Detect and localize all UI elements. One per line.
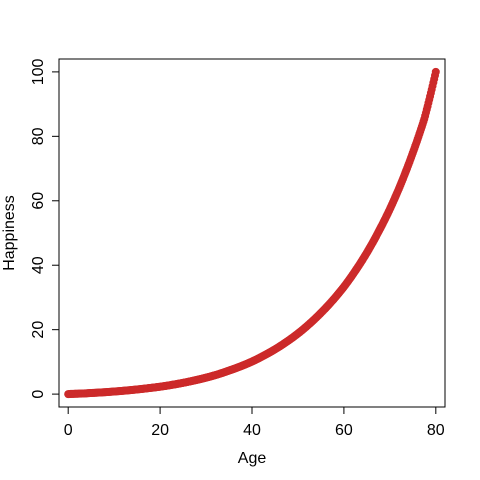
x-tick-label: 20 xyxy=(151,422,169,439)
plot-frame xyxy=(58,58,446,408)
y-tick-label: 0 xyxy=(30,390,47,399)
x-tick-label: 0 xyxy=(64,422,73,439)
data-series xyxy=(64,67,440,399)
y-tick-label: 100 xyxy=(30,58,47,85)
axes xyxy=(58,58,446,408)
x-axis-ticks: 0 20 40 60 80 xyxy=(64,406,445,439)
y-tick-label: 20 xyxy=(30,321,47,339)
x-axis-label: Age xyxy=(238,450,267,467)
y-tick-label: 60 xyxy=(30,192,47,210)
y-axis-label: Happiness xyxy=(1,195,18,271)
y-axis-ticks: 0 20 40 60 80 100 xyxy=(30,58,60,399)
y-tick-label: 40 xyxy=(30,256,47,274)
x-tick-label: 40 xyxy=(243,422,261,439)
x-tick-label: 60 xyxy=(335,422,353,439)
y-tick-label: 80 xyxy=(30,127,47,145)
data-point xyxy=(430,71,439,80)
x-tick-label: 80 xyxy=(427,422,445,439)
